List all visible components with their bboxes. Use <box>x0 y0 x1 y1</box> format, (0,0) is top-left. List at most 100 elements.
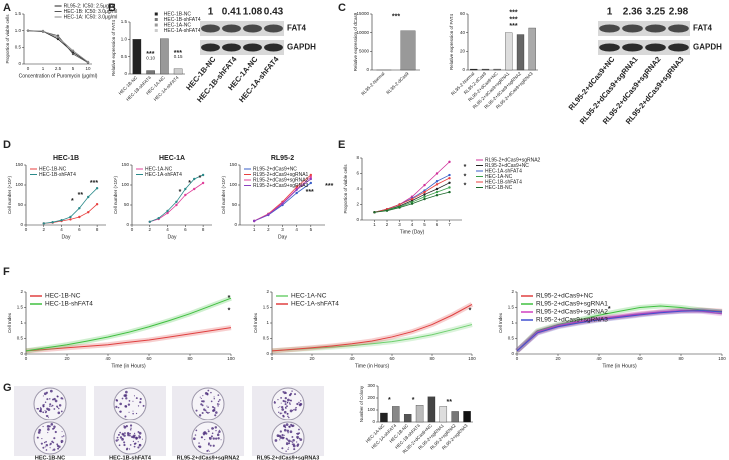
point <box>448 186 451 189</box>
colony <box>40 406 42 409</box>
annotation: *** <box>509 16 517 23</box>
bar <box>400 30 416 71</box>
colony <box>201 404 204 407</box>
colony <box>52 449 54 451</box>
x-tick-label: 20 <box>309 356 315 361</box>
y-tick-label: 1 <box>20 320 23 325</box>
colony <box>281 412 283 414</box>
annotation: *** <box>509 10 517 17</box>
colony <box>220 439 222 441</box>
colony <box>49 405 51 407</box>
colony <box>117 439 119 441</box>
legend-label: HEC-1A-shFAT4 <box>145 172 182 178</box>
point <box>423 195 426 198</box>
point <box>448 181 451 184</box>
colony <box>49 444 51 446</box>
colony <box>125 397 128 400</box>
colony <box>117 433 120 436</box>
plate <box>271 387 305 421</box>
point <box>435 183 439 186</box>
blot-value: 1 <box>208 7 214 18</box>
chart: 0 50 100 150 HEC-1A Cell number (×10⁴) 0 2 4 6 8 Da… <box>113 155 212 240</box>
colony <box>135 438 138 440</box>
band-label: GAPDH <box>287 43 316 52</box>
legend-label: HEC-1B-shFAT4 <box>39 172 76 178</box>
colony <box>45 415 48 417</box>
colony <box>212 409 215 413</box>
annotation: * <box>469 307 472 314</box>
y-tick-label: 50 <box>124 202 130 207</box>
colony <box>128 400 131 402</box>
bar <box>427 396 436 423</box>
annotation: *** <box>392 14 400 21</box>
x-tick-label: 8 <box>202 227 205 232</box>
colony <box>216 403 219 405</box>
colony <box>42 395 44 397</box>
y-tick-label: 0.5 <box>121 54 128 59</box>
colony <box>282 436 284 439</box>
point <box>71 52 75 56</box>
point <box>193 177 196 181</box>
blot-strip <box>200 21 284 36</box>
colony <box>218 430 221 434</box>
colony <box>207 406 209 408</box>
colony <box>132 410 134 412</box>
colony <box>135 397 138 400</box>
y-tick-label: 50 <box>232 202 238 207</box>
x-tick-label: 0 <box>25 227 28 232</box>
blot-band <box>264 24 283 33</box>
colony <box>286 429 290 433</box>
legend-label: RL95-2+dCas9+sgRNA1 <box>536 301 608 308</box>
annotation: *** <box>325 183 333 190</box>
x-tick-label: 2 <box>386 222 389 227</box>
colony <box>209 444 212 447</box>
colony <box>130 427 132 429</box>
colony <box>115 439 118 442</box>
colony <box>283 391 287 395</box>
y-tick-label: 0 <box>511 351 514 356</box>
colony <box>286 401 289 403</box>
y-axis-label: Cell number (×10⁴) <box>221 175 226 214</box>
colony <box>137 446 140 449</box>
x-axis-label: Time (in Hours) <box>111 363 146 369</box>
blot-band <box>668 24 689 33</box>
colony <box>200 397 202 400</box>
x-tick-label: 80 <box>187 356 193 361</box>
colony <box>281 434 284 437</box>
y-tick-label: 1.0 <box>121 37 128 42</box>
bar <box>470 68 478 71</box>
legend-label: RL95-2+dCas9+NC <box>536 293 593 300</box>
blot-strip <box>598 40 690 55</box>
colony <box>286 439 289 441</box>
x-tick-label: 100 <box>468 356 476 361</box>
blot-band <box>645 24 666 33</box>
colony <box>199 396 201 398</box>
colony <box>50 405 52 407</box>
point <box>309 181 313 185</box>
colony <box>115 405 118 408</box>
colony <box>298 428 300 431</box>
y-tick-label: 0 <box>366 67 369 72</box>
colony <box>216 433 220 437</box>
point <box>435 172 439 175</box>
x-tick-label: 80 <box>678 356 684 361</box>
colony <box>48 417 50 419</box>
x-tick-label: RL95-2-dCas9 <box>385 71 410 96</box>
point <box>166 211 169 215</box>
x-tick-label: 0 <box>271 356 274 361</box>
x-tick-label: 1 <box>42 66 45 71</box>
x-tick-label: 2.5 <box>55 66 62 71</box>
point <box>448 176 451 180</box>
colony <box>137 405 140 407</box>
colony <box>207 429 209 431</box>
colony <box>279 412 282 415</box>
colony <box>127 403 131 406</box>
x-tick-label: 5 <box>72 66 75 71</box>
colony <box>128 411 130 413</box>
x-tick-label: HEC-1A-shFAT4 <box>153 75 180 102</box>
colony <box>278 411 280 413</box>
y-tick-label: 0 <box>18 61 21 66</box>
point <box>41 29 45 33</box>
